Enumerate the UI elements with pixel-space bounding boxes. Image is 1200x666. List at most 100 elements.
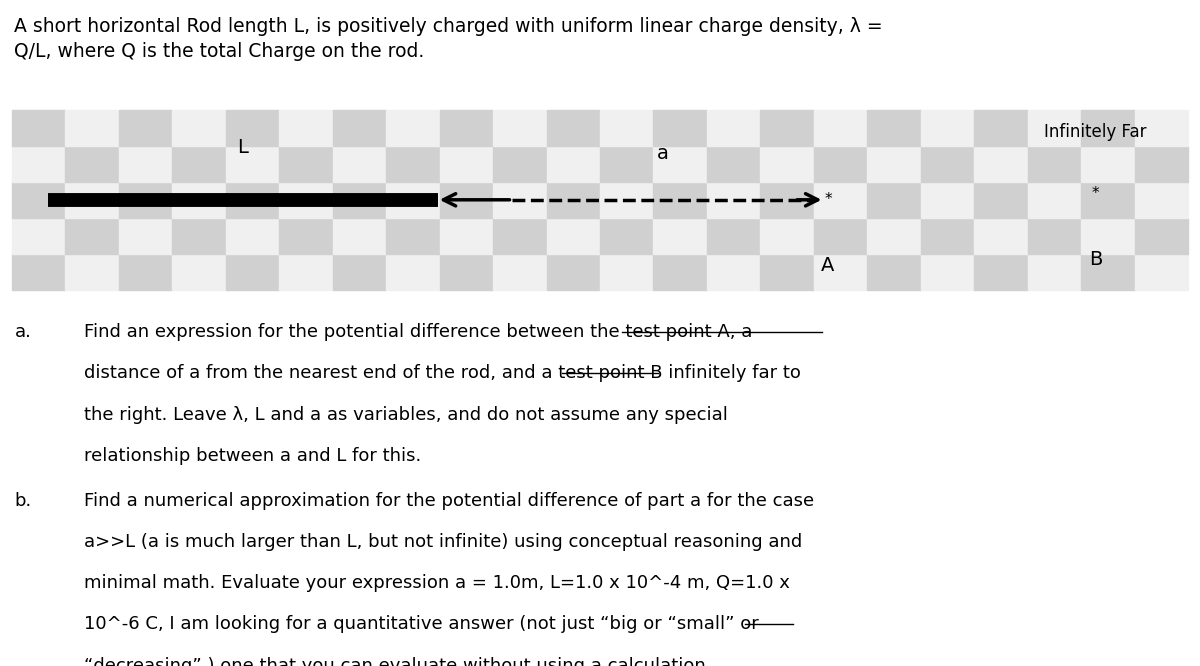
- Bar: [868, 254, 920, 290]
- Text: Find an expression for the potential difference between the test point A, a: Find an expression for the potential dif…: [84, 323, 752, 341]
- Bar: [600, 218, 654, 254]
- Bar: [439, 110, 493, 146]
- Bar: [386, 146, 439, 182]
- Bar: [12, 146, 66, 182]
- Bar: [332, 182, 386, 218]
- Bar: [12, 218, 66, 254]
- Bar: [226, 146, 280, 182]
- Bar: [386, 182, 439, 218]
- Text: a>>L (a is much larger than L, but not infinite) using conceptual reasoning and: a>>L (a is much larger than L, but not i…: [84, 533, 803, 551]
- Bar: [66, 110, 119, 146]
- Bar: [119, 182, 173, 218]
- Bar: [280, 110, 332, 146]
- Bar: [1027, 182, 1081, 218]
- Bar: [173, 182, 226, 218]
- Bar: [707, 146, 761, 182]
- Bar: [226, 218, 280, 254]
- Text: “decreasing”,) one that you can evaluate without using a calculation.: “decreasing”,) one that you can evaluate…: [84, 657, 712, 666]
- Bar: [439, 146, 493, 182]
- Text: Find a numerical approximation for the potential difference of part a for the ca: Find a numerical approximation for the p…: [84, 492, 814, 509]
- Bar: [493, 110, 546, 146]
- Bar: [654, 146, 707, 182]
- Text: relationship between a and L for this.: relationship between a and L for this.: [84, 447, 421, 465]
- Bar: [119, 254, 173, 290]
- Bar: [439, 254, 493, 290]
- Bar: [66, 182, 119, 218]
- Bar: [12, 254, 66, 290]
- Bar: [974, 110, 1027, 146]
- Bar: [920, 254, 974, 290]
- Bar: [654, 254, 707, 290]
- Bar: [66, 254, 119, 290]
- Text: distance of a from the nearest end of the rod, and a test point B infinitely far: distance of a from the nearest end of th…: [84, 364, 800, 382]
- Bar: [119, 218, 173, 254]
- Text: A short horizontal Rod length L, is positively charged with uniform linear charg: A short horizontal Rod length L, is posi…: [14, 17, 883, 61]
- Bar: [814, 254, 868, 290]
- Bar: [868, 218, 920, 254]
- Bar: [974, 182, 1027, 218]
- Bar: [600, 146, 654, 182]
- Bar: [1027, 110, 1081, 146]
- Bar: [546, 182, 600, 218]
- Text: 10^-6 C, I am looking for a quantitative answer (not just “big or “small” or: 10^-6 C, I am looking for a quantitative…: [84, 615, 758, 633]
- Bar: [920, 218, 974, 254]
- Bar: [173, 110, 226, 146]
- Bar: [280, 146, 332, 182]
- Bar: [1134, 110, 1188, 146]
- Bar: [66, 146, 119, 182]
- Bar: [1081, 182, 1134, 218]
- Bar: [1081, 218, 1134, 254]
- Bar: [493, 146, 546, 182]
- Bar: [493, 254, 546, 290]
- Bar: [814, 110, 868, 146]
- Bar: [868, 110, 920, 146]
- Bar: [280, 218, 332, 254]
- Bar: [600, 254, 654, 290]
- Text: minimal math. Evaluate your expression a = 1.0m, L=1.0 x 10^-4 m, Q=1.0 x: minimal math. Evaluate your expression a…: [84, 574, 790, 592]
- Bar: [1134, 146, 1188, 182]
- Bar: [974, 218, 1027, 254]
- Bar: [1027, 146, 1081, 182]
- Bar: [761, 182, 814, 218]
- Bar: [761, 110, 814, 146]
- Bar: [12, 110, 66, 146]
- Text: a.: a.: [14, 323, 31, 341]
- Bar: [1134, 218, 1188, 254]
- Text: b.: b.: [14, 492, 31, 509]
- Bar: [707, 110, 761, 146]
- Bar: [920, 146, 974, 182]
- Bar: [600, 110, 654, 146]
- Text: A: A: [821, 256, 835, 276]
- Bar: [119, 110, 173, 146]
- Bar: [1134, 182, 1188, 218]
- Bar: [546, 254, 600, 290]
- Bar: [814, 182, 868, 218]
- Bar: [920, 182, 974, 218]
- Bar: [546, 110, 600, 146]
- Text: Infinitely Far: Infinitely Far: [1044, 123, 1147, 141]
- Bar: [1081, 110, 1134, 146]
- Bar: [920, 110, 974, 146]
- Bar: [226, 254, 280, 290]
- Bar: [868, 182, 920, 218]
- Bar: [226, 110, 280, 146]
- Bar: [814, 146, 868, 182]
- Bar: [761, 218, 814, 254]
- Text: *: *: [1092, 186, 1099, 200]
- Text: B: B: [1088, 250, 1103, 269]
- Bar: [1027, 218, 1081, 254]
- Bar: [1081, 146, 1134, 182]
- Bar: [332, 146, 386, 182]
- Bar: [332, 218, 386, 254]
- Bar: [173, 218, 226, 254]
- Bar: [868, 146, 920, 182]
- Bar: [814, 218, 868, 254]
- Bar: [546, 146, 600, 182]
- Bar: [173, 254, 226, 290]
- Bar: [761, 146, 814, 182]
- Bar: [600, 182, 654, 218]
- Bar: [119, 146, 173, 182]
- Bar: [12, 182, 66, 218]
- Bar: [654, 110, 707, 146]
- Text: the right. Leave λ, L and a as variables, and do not assume any special: the right. Leave λ, L and a as variables…: [84, 406, 728, 424]
